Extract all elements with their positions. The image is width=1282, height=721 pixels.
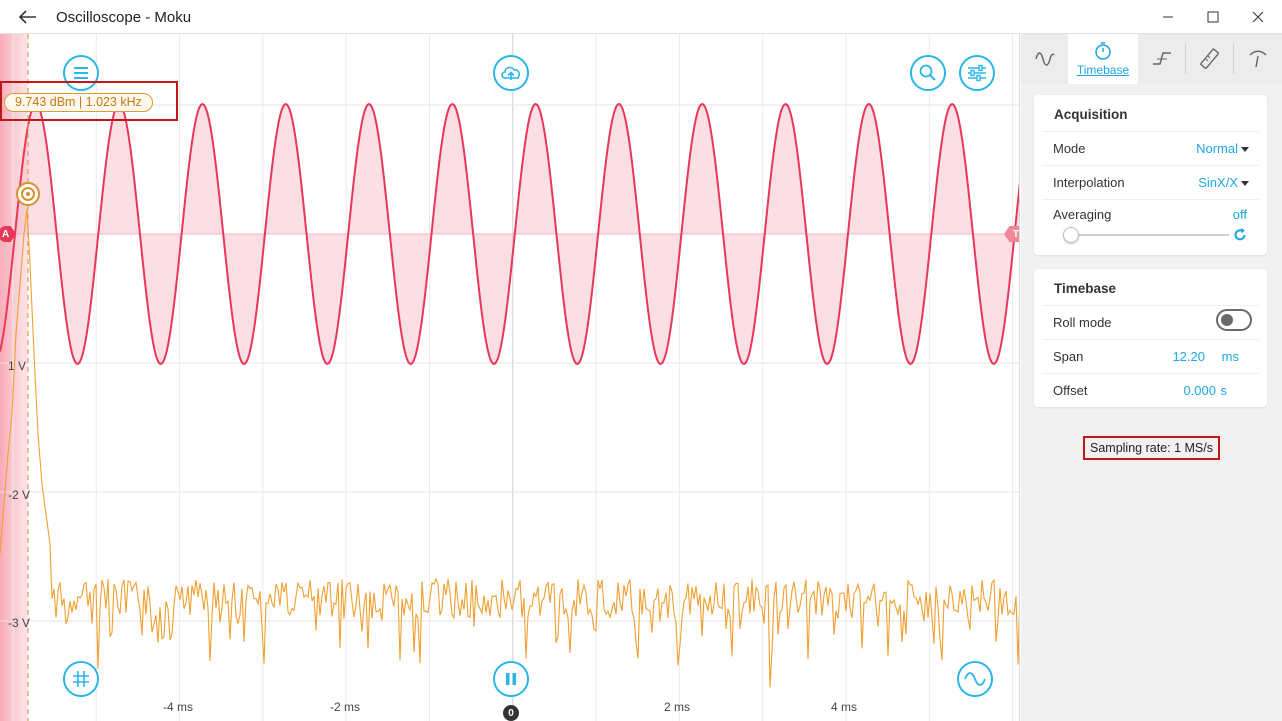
averaging-label: Averaging [1053,207,1112,222]
ruler-icon [1200,48,1220,69]
minimize-button[interactable] [1146,4,1190,30]
tab-trigger[interactable] [1138,34,1186,84]
tab-separator [1185,44,1186,74]
magnifier-icon [919,64,936,81]
pause-button[interactable] [493,661,529,697]
divider [1042,131,1259,132]
time-zero-marker[interactable]: 0 [503,705,519,721]
y-axis-label: -3 V [8,616,31,630]
chevron-down-icon [1241,181,1249,186]
cloud-upload-icon [501,66,521,80]
averaging-slider[interactable] [1065,234,1229,236]
chevron-down-icon [1241,147,1249,152]
acquisition-title: Acquisition [1054,107,1128,122]
y-axis-label: 1 V [8,359,27,373]
y-axis-label: -2 V [8,488,31,502]
x-axis-label: -4 ms [163,700,193,714]
x-axis-label: 2 ms [663,700,690,714]
acquisition-card: Acquisition Mode Normal Interpolation Si… [1034,95,1267,255]
x-axis-label: -2 ms [330,700,360,714]
maximize-button[interactable] [1191,4,1235,30]
close-button[interactable] [1236,4,1280,30]
sine-wave-icon [1034,52,1055,66]
span-unit: ms [1221,349,1239,364]
divider [1042,339,1259,340]
arrow-left-icon [19,10,36,24]
stopwatch-icon [1095,42,1111,60]
maximize-icon [1207,11,1219,23]
cloud-upload-button[interactable] [493,55,529,91]
tab-timebase-label: Timebase [1076,63,1130,77]
channel-a-trace [0,102,1019,366]
grid-icon [73,671,89,687]
panel-tab-bar: Timebase [1021,34,1282,84]
mode-label: Mode [1053,141,1086,156]
roll-mode-label: Roll mode [1053,315,1112,330]
zoom-button[interactable] [910,55,946,91]
interpolation-dropdown[interactable]: SinX/X [1198,175,1238,190]
menu-icon [74,67,88,79]
roll-mode-toggle[interactable] [1216,309,1252,331]
back-button[interactable] [14,6,42,28]
toggle-knob [1221,314,1233,326]
interpolation-label: Interpolation [1053,175,1125,190]
tab-separator [1233,44,1234,74]
timebase-title: Timebase [1054,281,1117,296]
cursor-target-icon[interactable] [16,182,40,206]
pause-icon [506,673,516,685]
oscilloscope-plot[interactable]: 9.743 dBm | 1.023 kHz A T 0 1 V -2 V -3 … [0,34,1020,721]
tab-probes[interactable] [1234,34,1282,84]
averaging-value: off [1232,207,1247,222]
mode-dropdown[interactable]: Normal [1196,141,1238,156]
plot-canvas[interactable] [0,34,1020,721]
divider [1042,199,1259,200]
probe-icon [1249,50,1267,68]
channel-a-fill [0,104,1019,364]
span-label: Span [1053,349,1084,364]
tab-measurements[interactable] [1186,34,1234,84]
settings-panel: Timebase Acquisition Mode No [1021,34,1282,721]
trigger-marker[interactable]: T [1004,226,1019,242]
offset-input[interactable]: 0.000 [1183,383,1216,398]
divider [1042,305,1259,306]
window-title: Oscilloscope - Moku [56,9,192,26]
span-input[interactable]: 12.20 [1172,349,1205,364]
trigger-edge-icon [1153,52,1171,65]
cursor-readout: 9.743 dBm | 1.023 kHz [4,93,153,112]
grid-button[interactable] [63,661,99,697]
tab-timebase[interactable]: Timebase [1068,34,1138,84]
offset-unit: s [1220,383,1228,398]
menu-button[interactable] [63,55,99,91]
tab-channels[interactable] [1021,34,1068,84]
title-bar: Oscilloscope - Moku [0,0,1282,34]
waveform-button[interactable] [957,661,993,697]
sine-wave-icon [964,672,986,686]
timebase-card: Timebase Roll mode Span 12.20 ms Offset … [1034,269,1267,407]
minimize-icon [1163,16,1173,18]
channel-a-marker[interactable]: A [0,226,16,242]
x-axis-label: 4 ms [830,700,857,714]
divider [1042,373,1259,374]
close-icon [1252,11,1264,23]
sliders-icon [968,64,986,82]
averaging-slider-thumb[interactable] [1063,227,1079,243]
divider [1042,165,1259,166]
settings-button[interactable] [959,55,995,91]
reset-icon[interactable] [1232,227,1248,243]
sampling-rate: Sampling rate: 1 MS/s [1083,436,1220,460]
offset-label: Offset [1053,383,1088,398]
fft-trace [0,208,1019,688]
